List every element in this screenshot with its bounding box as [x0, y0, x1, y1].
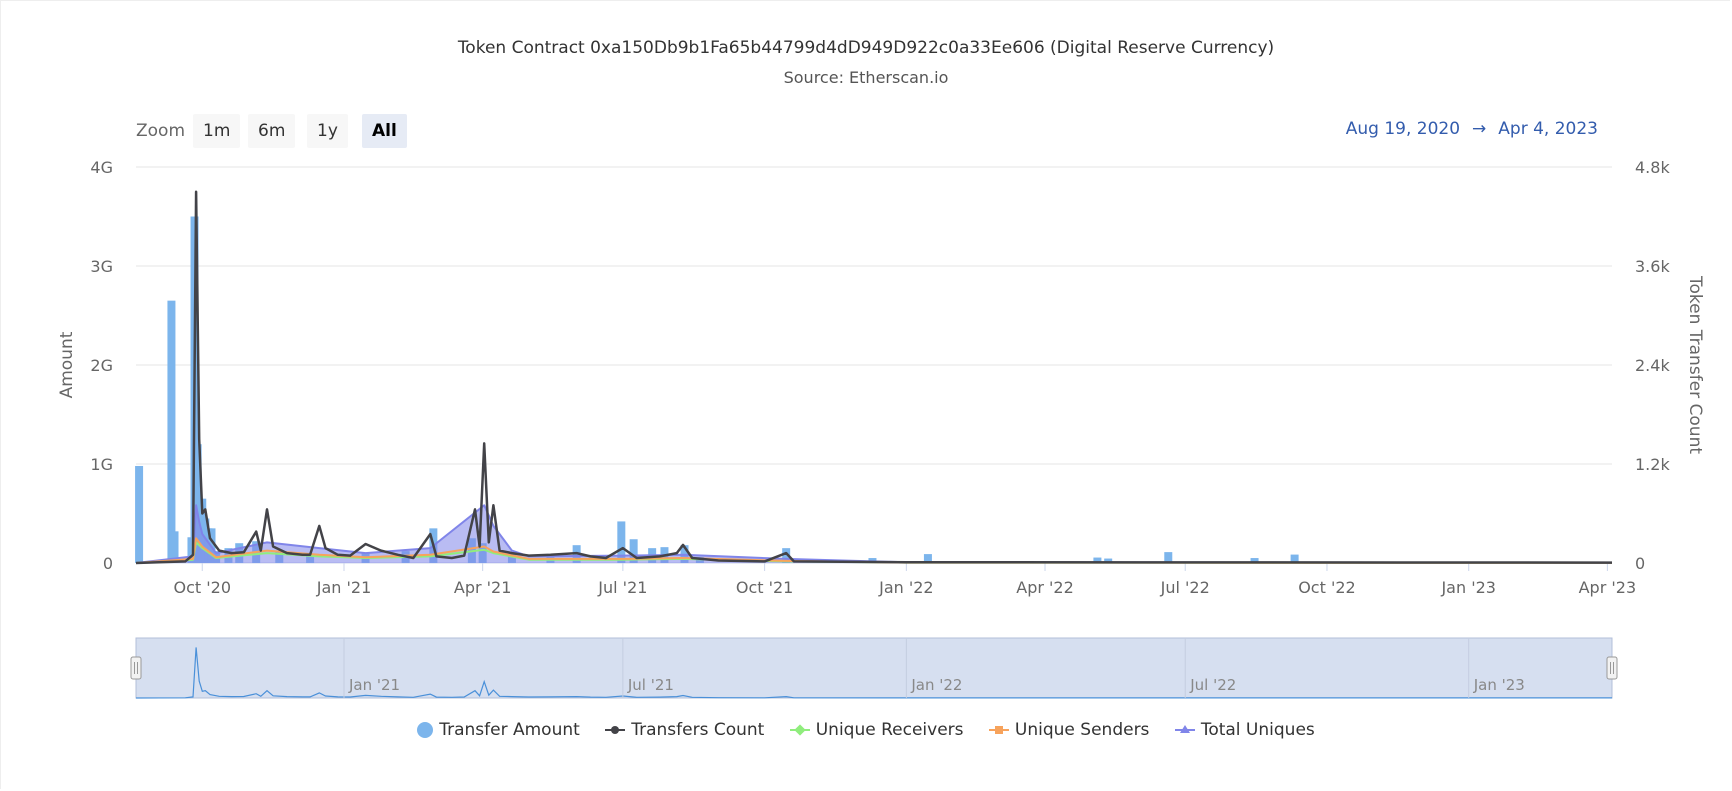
x-tick-label: Jan '23 [1440, 578, 1496, 597]
legend-unique-receivers[interactable]: Unique Receivers [789, 720, 964, 740]
y-left-axis-title: Amount [57, 331, 77, 398]
x-tick-label: Oct '22 [1298, 578, 1356, 597]
legend: Transfer Amount Transfers Count Unique R… [0, 720, 1732, 740]
line-circle-icon [605, 726, 626, 734]
transfer-amount-bar [629, 539, 638, 563]
line-triangle-icon [1174, 725, 1195, 733]
transfer-amount-bar [782, 548, 791, 563]
zoom-1y-button[interactable]: 1y [307, 114, 348, 148]
navigator-mask[interactable] [135, 637, 1613, 699]
y-left-tick-label: 1G [90, 455, 113, 474]
legend-label: Unique Receivers [815, 720, 964, 740]
total-uniques-line [135, 504, 1613, 564]
transfers-count-line [135, 190, 1613, 565]
legend-transfers-count[interactable]: Transfers Count [605, 720, 764, 740]
transfer-amount-bar [135, 465, 144, 563]
transfer-amount-bar [167, 300, 176, 563]
legend-label: Total Uniques [1200, 720, 1315, 740]
y-left-tick-label: 4G [90, 158, 113, 177]
navigator-right-handle[interactable] [1606, 656, 1618, 680]
chart-subtitle: Source: Etherscan.io [783, 68, 949, 87]
transfer-amount-bar [1290, 554, 1299, 563]
legend-label: Unique Senders [1014, 720, 1150, 740]
transfer-amount-bar [923, 554, 932, 563]
x-tick-label: Jul '22 [1160, 578, 1210, 597]
navigator-series [135, 647, 1612, 699]
transfer-amount-bar [1164, 552, 1173, 563]
legend-total-uniques[interactable]: Total Uniques [1174, 720, 1315, 740]
y-left-tick-label: 2G [90, 356, 113, 375]
x-tick-label: Jul '21 [597, 578, 647, 597]
transfer-amount-bar [193, 444, 202, 563]
range-arrow: → [1472, 119, 1487, 139]
y-left-tick-label: 0 [103, 554, 113, 573]
zoom-6m-button[interactable]: 6m [248, 114, 296, 148]
x-tick-label: Jan '22 [878, 578, 934, 597]
legend-label: Transfers Count [631, 720, 765, 740]
transfer-amount-bar [170, 531, 179, 563]
y-right-tick-label: 4.8k [1635, 158, 1670, 177]
transfer-amount-bar [1250, 558, 1259, 563]
line-square-icon [988, 726, 1009, 734]
legend-label: Transfer Amount [439, 720, 580, 740]
zoom-1m-button[interactable]: 1m [193, 114, 241, 148]
transfer-amount-bar [617, 521, 626, 563]
transfer-amount-bar [1093, 557, 1102, 563]
y-left-tick-label: 3G [90, 257, 113, 276]
y-right-tick-label: 3.6k [1635, 257, 1670, 276]
transfer-amount-bar [1104, 558, 1113, 563]
chart-title: Token Contract 0xa150Db9b1Fa65b44799d4dD… [457, 38, 1275, 58]
legend-transfer-amount[interactable]: Transfer Amount [417, 720, 580, 740]
navigator-left-handle[interactable] [130, 656, 142, 680]
x-tick-label: Oct '21 [736, 578, 794, 597]
x-tick-label: Jan '21 [316, 578, 372, 597]
range-from[interactable]: Aug 19, 2020 [1345, 119, 1461, 139]
x-tick-label: Apr '22 [1016, 578, 1074, 597]
total-uniques-area [136, 505, 1612, 563]
x-tick-label: Apr '21 [454, 578, 512, 597]
x-tick-label: Apr '23 [1579, 578, 1637, 597]
circle-icon [417, 722, 434, 738]
y-right-tick-label: 2.4k [1635, 356, 1670, 375]
navigator-label: Jan '22 [910, 676, 962, 694]
line-diamond-icon [789, 729, 810, 731]
y-right-tick-label: 0 [1635, 554, 1645, 573]
y-right-axis-title: Token Transfer Count [1685, 275, 1705, 454]
unique-senders-line [135, 537, 1613, 564]
date-range: Aug 19, 2020 → Apr 4, 2023 [1340, 119, 1604, 139]
range-to[interactable]: Apr 4, 2023 [1498, 119, 1598, 139]
zoom-all-button[interactable]: All [362, 114, 407, 148]
navigator-label: Jan '21 [348, 676, 400, 694]
zoom-label: Zoom [136, 121, 186, 141]
navigator-label: Jan '23 [1473, 676, 1525, 694]
legend-unique-senders[interactable]: Unique Senders [988, 720, 1150, 740]
navigator-label: Jul '22 [1189, 676, 1236, 694]
y-right-tick-label: 1.2k [1635, 455, 1670, 474]
x-tick-label: Oct '20 [173, 578, 231, 597]
navigator-label: Jul '21 [627, 676, 674, 694]
